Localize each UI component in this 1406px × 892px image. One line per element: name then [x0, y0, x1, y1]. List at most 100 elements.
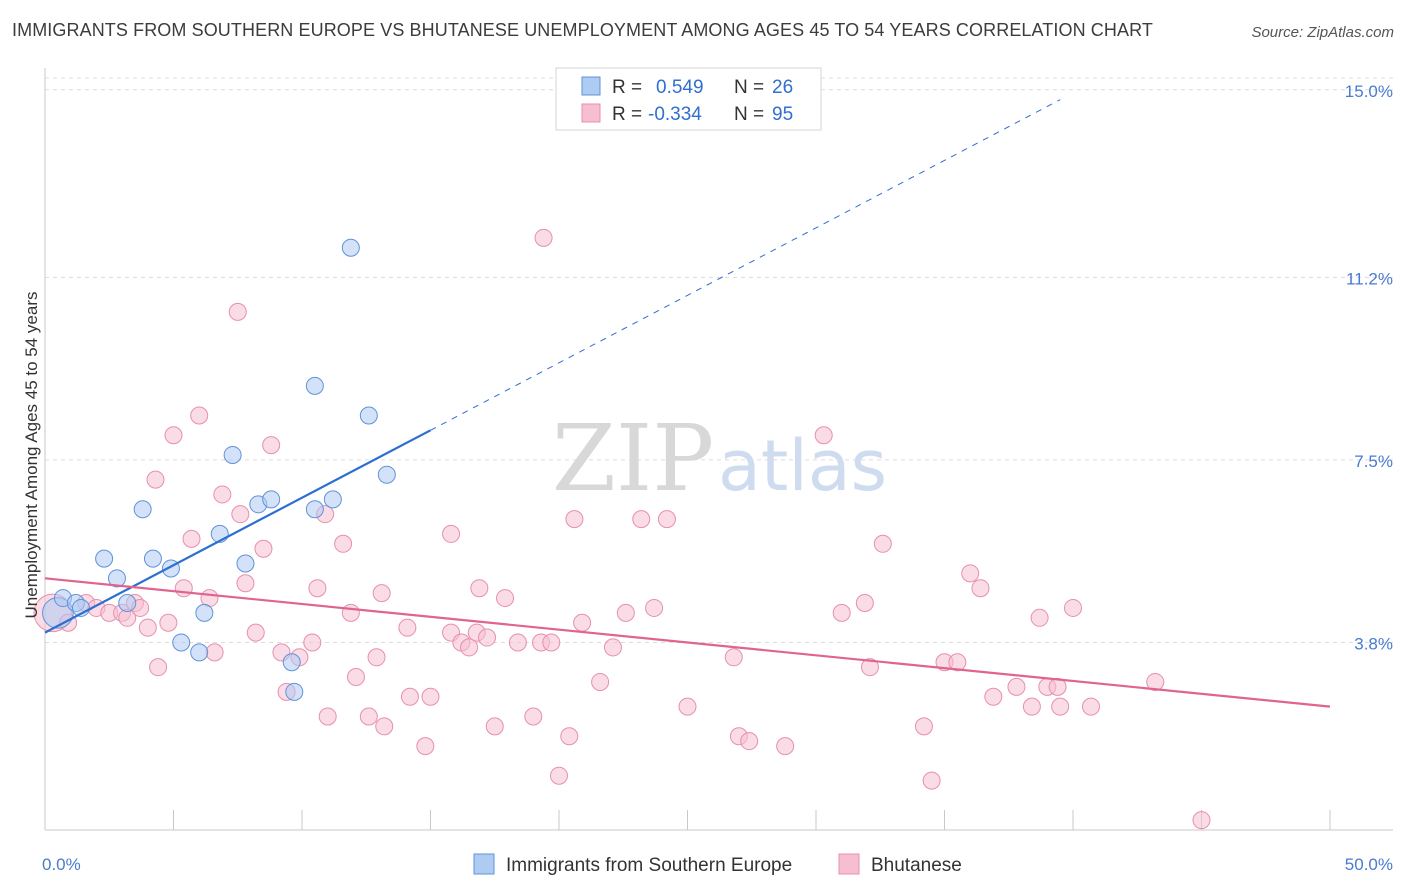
bhutanese-point	[138, 618, 157, 637]
southern-europe-points	[42, 238, 396, 701]
watermark: ZIP atlas	[552, 405, 887, 512]
bhutanese-point	[1022, 697, 1041, 716]
correlation-legend: R = 0.549 N = 26 R = -0.334 N = 95	[555, 67, 822, 131]
bhutanese-point	[616, 603, 635, 622]
southern-europe-point	[195, 603, 214, 622]
legend-n-value-2: 95	[772, 104, 793, 125]
bhutanese-point	[814, 426, 833, 445]
southern-europe-point	[172, 633, 191, 652]
source-credit: Source: ZipAtlas.com	[1251, 24, 1394, 41]
bhutanese-point	[740, 732, 759, 751]
southern-europe-trend-extension	[430, 99, 1061, 431]
bhutanese-point	[832, 603, 851, 622]
southern-europe-point	[305, 376, 324, 395]
bhutanese-point	[565, 510, 584, 529]
y-tick-label: 7.5%	[1354, 452, 1393, 471]
bhutanese-point	[470, 579, 489, 598]
bhutanese-point	[308, 579, 327, 598]
bhutanese-point	[603, 638, 622, 657]
bhutanese-point	[341, 603, 360, 622]
bhutanese-point	[303, 633, 322, 652]
bhutanese-point	[542, 633, 561, 652]
legend-r-label-1: R =	[612, 77, 642, 98]
bhutanese-point	[478, 628, 497, 647]
watermark-atlas: atlas	[718, 425, 887, 507]
bhutanese-point	[1146, 672, 1165, 691]
bhutanese-point	[914, 717, 933, 736]
bhutanese-point	[1064, 598, 1082, 617]
trend-lines	[44, 99, 1331, 708]
southern-europe-point	[323, 490, 342, 509]
bhutanese-point	[442, 524, 461, 543]
southern-europe-point	[305, 500, 324, 519]
bhutanese-point	[678, 697, 697, 716]
bhutanese-point	[496, 589, 515, 608]
bhutanese-point	[485, 717, 504, 736]
bhutanese-point	[359, 707, 378, 726]
bhutanese-point	[534, 228, 553, 247]
bhutanese-point	[1081, 697, 1100, 716]
y-axis-label: Unemployment Among Ages 45 to 54 years	[22, 292, 41, 619]
tick-labels: 3.8% 7.5% 11.2% 15.0% 0.0% 50.0%	[42, 82, 1393, 874]
bhutanese-point	[421, 687, 440, 706]
bhutanese-point	[205, 643, 224, 662]
bhutanese-point	[860, 658, 879, 677]
bhutanese-point	[372, 584, 391, 603]
bhutanese-point	[146, 470, 165, 489]
southern-europe-point	[190, 643, 209, 662]
bhutanese-point	[159, 613, 178, 632]
southern-europe-point	[118, 594, 137, 613]
bottom-legend-swatch-blue	[473, 853, 495, 875]
bhutanese-point	[182, 529, 201, 548]
x-tick-label: 50.0%	[1345, 855, 1393, 874]
bhutanese-point	[573, 613, 592, 632]
bhutanese-point	[246, 623, 265, 642]
bhutanese-point	[213, 485, 232, 504]
southern-europe-point	[95, 549, 114, 568]
southern-europe-point	[282, 653, 301, 672]
bhutanese-point	[149, 658, 168, 677]
x-tick-label: 0.0%	[42, 855, 81, 874]
legend-n-label-2: N =	[734, 104, 764, 125]
legend-r-label-2: R =	[612, 104, 642, 125]
bhutanese-point	[416, 737, 435, 756]
southern-europe-point	[377, 465, 396, 484]
bhutanese-point	[231, 505, 250, 524]
legend-n-label-1: N =	[734, 77, 764, 98]
bhutanese-point	[776, 737, 795, 756]
bhutanese-point	[724, 648, 743, 667]
bhutanese-point	[591, 672, 610, 691]
bhutanese-point	[367, 648, 386, 667]
legend-r-value-1: 0.549	[656, 77, 704, 98]
bhutanese-point	[961, 564, 980, 583]
chart-title: IMMIGRANTS FROM SOUTHERN EUROPE VS BHUTA…	[12, 20, 1153, 40]
legend-swatch-pink	[581, 103, 601, 123]
bhutanese-point	[948, 653, 967, 672]
bhutanese-point	[971, 579, 990, 598]
y-tick-label: 15.0%	[1345, 82, 1393, 101]
bhutanese-point	[228, 302, 247, 321]
bhutanese-point	[400, 687, 419, 706]
bhutanese-trend-line	[44, 577, 1331, 708]
bhutanese-point	[855, 594, 874, 613]
bhutanese-point	[524, 707, 543, 726]
bhutanese-point	[346, 668, 365, 687]
bhutanese-point	[460, 638, 479, 657]
bhutanese-point	[164, 426, 183, 445]
bottom-legend-swatch-pink	[838, 853, 860, 875]
bhutanese-point	[190, 406, 209, 425]
bhutanese-point	[1192, 811, 1211, 830]
bottom-legend-label-2: Bhutanese	[871, 855, 962, 876]
bhutanese-point	[398, 618, 417, 637]
bhutanese-point	[262, 436, 281, 455]
southern-europe-point	[223, 445, 242, 464]
bhutanese-point	[375, 717, 394, 736]
southern-europe-point	[262, 490, 281, 509]
bhutanese-point	[334, 534, 353, 553]
bhutanese-point	[657, 510, 676, 529]
bhutanese-point	[318, 707, 337, 726]
bhutanese-point	[1030, 608, 1049, 627]
bhutanese-point	[1051, 697, 1070, 716]
bhutanese-point	[645, 598, 664, 617]
